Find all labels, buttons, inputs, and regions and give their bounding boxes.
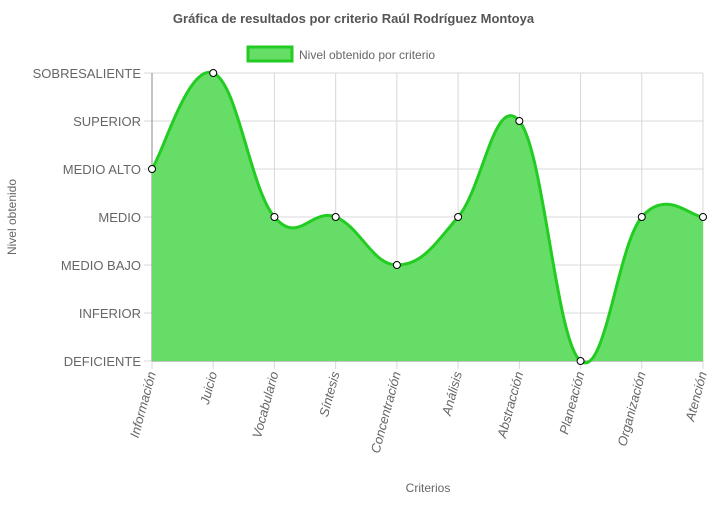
- series-area-fill: [152, 72, 703, 363]
- x-tick-label: Juicio: [197, 370, 220, 407]
- data-point-8[interactable]: [576, 357, 585, 365]
- x-axis-label: Criterios: [406, 481, 451, 495]
- x-tick-label: Abstracción: [494, 370, 526, 440]
- y-tick-label: INFERIOR: [79, 306, 141, 321]
- x-tick-label: Información: [127, 370, 159, 439]
- data-point-6[interactable]: [454, 213, 463, 221]
- x-tick-label: Concentración: [368, 370, 404, 455]
- data-point-3[interactable]: [270, 213, 279, 221]
- data-points[interactable]: [148, 69, 707, 365]
- x-tick-label: Análisis: [439, 369, 465, 418]
- x-tick-label: Organización: [614, 370, 648, 448]
- y-tick-label: SUPERIOR: [73, 114, 141, 129]
- y-tick-label: MEDIO BAJO: [61, 258, 141, 273]
- data-point-1[interactable]: [148, 165, 156, 173]
- data-point-9[interactable]: [637, 213, 646, 221]
- y-tick-label: DEFICIENTE: [64, 354, 142, 369]
- x-tick-label: Síntesis: [316, 369, 343, 418]
- data-point-10[interactable]: [699, 213, 707, 221]
- y-axis-tick-labels: DEFICIENTE INFERIOR MEDIO BAJO MEDIO MEDIO A…: [33, 66, 142, 369]
- y-tick-label: SOBRESALIENTE: [33, 66, 142, 81]
- series-line: [150, 71, 704, 365]
- chart-title: Gráfica de resultados por criterio Raúl …: [173, 11, 535, 26]
- y-tick-label: MEDIO ALTO: [63, 162, 141, 177]
- x-tick-label: Vocabulario: [249, 370, 281, 440]
- legend-label[interactable]: Nivel obtenido por criterio: [299, 48, 435, 62]
- data-point-2[interactable]: [209, 69, 218, 77]
- series-area: [150, 71, 704, 365]
- legend-swatch[interactable]: [246, 45, 294, 63]
- y-axis-label: Nivel obtenido: [5, 179, 19, 255]
- x-tick-label: Planeación: [556, 370, 587, 436]
- data-point-4[interactable]: [331, 213, 340, 221]
- data-point-5[interactable]: [392, 261, 401, 269]
- x-axis-tick-labels: Información Juicio Vocabulario Síntesis Conc…: [127, 369, 707, 454]
- x-tick-label: Atención: [682, 370, 707, 424]
- y-tick-label: MEDIO: [98, 210, 141, 225]
- data-point-7[interactable]: [515, 117, 524, 125]
- legend[interactable]: Nivel obtenido por criterio: [246, 45, 435, 63]
